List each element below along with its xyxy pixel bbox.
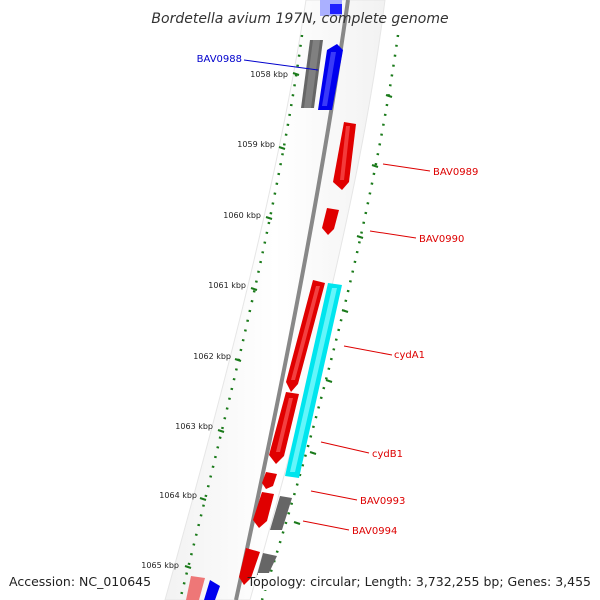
tick-label: 1064 kbp	[159, 491, 197, 500]
connector-cydA1	[343, 345, 393, 356]
outer-tick-track	[260, 34, 400, 600]
connector-BAV0994	[302, 520, 350, 531]
connector-BAV0990	[369, 230, 417, 239]
gene-BAV0993	[253, 492, 274, 528]
footer-right-bg	[258, 573, 594, 590]
gene-label-BAV0989[interactable]: BAV0989	[433, 167, 478, 178]
topology-text: Topology: circular; Length: 3,732,255 bp…	[247, 574, 591, 589]
gene-BAV0989	[333, 122, 356, 190]
gene-BAV0988-grey	[301, 40, 323, 108]
gene-label-cydA1[interactable]: cydA1	[394, 350, 425, 361]
tick-label: 1062 kbp	[193, 352, 231, 361]
gene-partial-top-blue	[330, 4, 342, 14]
tick-label: 1065 kbp	[141, 561, 179, 570]
major-ticks-left	[184, 72, 300, 569]
accession-text: Accession: NC_010645	[9, 574, 151, 589]
gene-bottom-red	[239, 548, 260, 585]
gene-bottom-grey	[257, 553, 277, 575]
footer-left-bg	[6, 573, 148, 590]
gene-BAV0990	[322, 208, 339, 235]
connector-BAV0989	[382, 163, 431, 172]
gene-cydA1	[286, 280, 325, 392]
connector-cydB1	[320, 441, 370, 454]
gene-bottom-pink	[186, 576, 205, 600]
gene-label-BAV0993[interactable]: BAV0993	[360, 496, 405, 507]
connector-BAV0988	[243, 59, 319, 71]
major-ticks-right	[293, 94, 393, 525]
gene-label-BAV0990[interactable]: BAV0990	[419, 234, 464, 245]
backbone-band	[164, 0, 386, 600]
gene-cydB1-cyan	[285, 283, 342, 478]
map-title: Bordetella avium 197N, complete genome	[151, 11, 448, 27]
gene-BAV0994	[270, 496, 292, 530]
tick-label: 1058 kbp	[250, 70, 288, 79]
tick-label: 1060 kbp	[223, 211, 261, 220]
gene-bottom-blue	[204, 580, 220, 600]
gene-BAV0988	[318, 44, 343, 110]
connector-BAV0993	[310, 490, 358, 501]
gene-small-red	[262, 472, 277, 489]
tick-label: 1059 kbp	[237, 140, 275, 149]
gene-label-BAV0988[interactable]: BAV0988	[197, 54, 242, 65]
gene-label-BAV0994[interactable]: BAV0994	[352, 526, 397, 537]
gene-label-cydB1[interactable]: cydB1	[372, 449, 403, 460]
gene-cydB1	[269, 392, 299, 464]
inner-tick-track	[178, 34, 304, 600]
tick-label: 1063 kbp	[175, 422, 213, 431]
tick-label: 1061 kbp	[208, 281, 246, 290]
